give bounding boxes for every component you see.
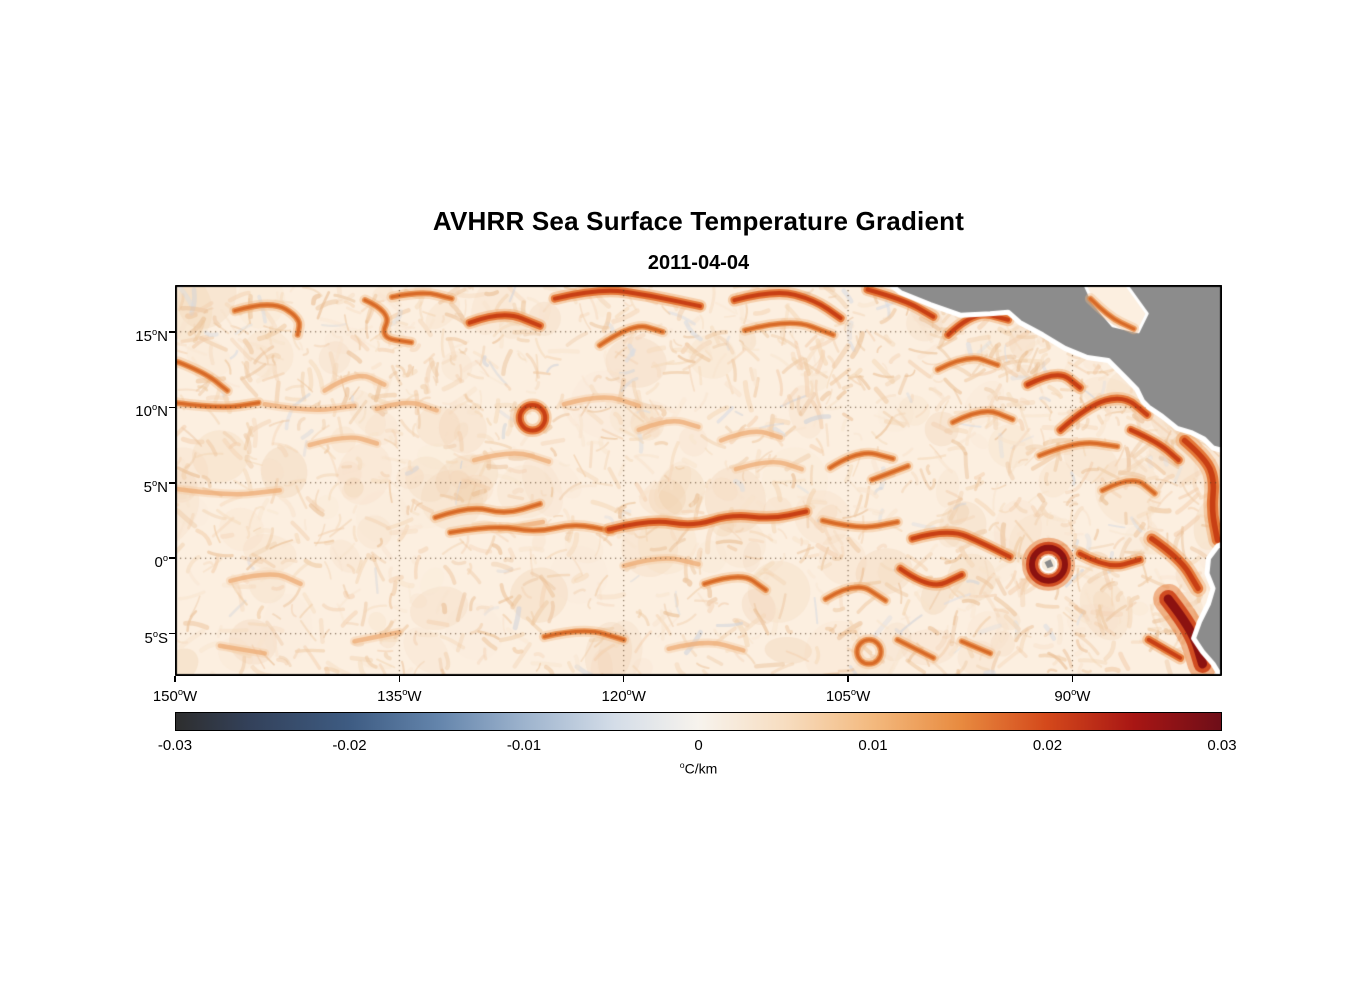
- x-tick-label: 135oW: [377, 687, 422, 705]
- colorbar-tick-label: 0: [694, 737, 703, 754]
- y-tick-mark: [169, 632, 175, 635]
- colorbar: [175, 712, 1222, 731]
- x-tick-mark: [1071, 676, 1074, 682]
- colorbar-tick-label: -0.01: [506, 737, 542, 754]
- y-tick-label: 0o: [154, 553, 168, 572]
- y-tick-mark: [169, 557, 175, 559]
- y-tick-label: 10oN: [135, 402, 168, 421]
- x-tick-mark: [847, 676, 849, 682]
- chart-date: 2011-04-04: [647, 252, 750, 274]
- colorbar-tick-label: 0.01: [858, 737, 888, 754]
- x-tick-label: 120oW: [601, 687, 646, 705]
- chart-title: AVHRR Sea Surface Temperature Gradient: [432, 206, 965, 236]
- y-tick-label: 5oS: [144, 628, 168, 647]
- colorbar-units-label: oC/km: [175, 760, 1222, 777]
- y-tick-label: 15oN: [135, 326, 168, 345]
- y-tick-label: 5oN: [143, 477, 168, 496]
- colorbar-units-text: C/km: [684, 760, 718, 777]
- x-tick-label: 105oW: [825, 687, 871, 705]
- y-tick-mark: [169, 482, 175, 484]
- map-plot-area: [175, 285, 1222, 676]
- y-tick-mark: [169, 406, 175, 409]
- map-canvas: [175, 285, 1222, 676]
- colorbar-tick-label: 0.03: [1207, 737, 1237, 754]
- x-tick-mark: [398, 676, 401, 682]
- x-tick-mark: [174, 676, 176, 682]
- colorbar-tick-label: 0.02: [1032, 737, 1063, 754]
- x-tick-label: 150oW: [152, 687, 198, 705]
- degree-symbol: o: [679, 760, 685, 770]
- x-tick-mark: [622, 676, 625, 682]
- colorbar-tick-label: -0.02: [332, 737, 367, 754]
- x-tick-label: 90oW: [1054, 687, 1091, 705]
- y-tick-mark: [169, 331, 175, 333]
- colorbar-tick-label: -0.03: [157, 737, 193, 754]
